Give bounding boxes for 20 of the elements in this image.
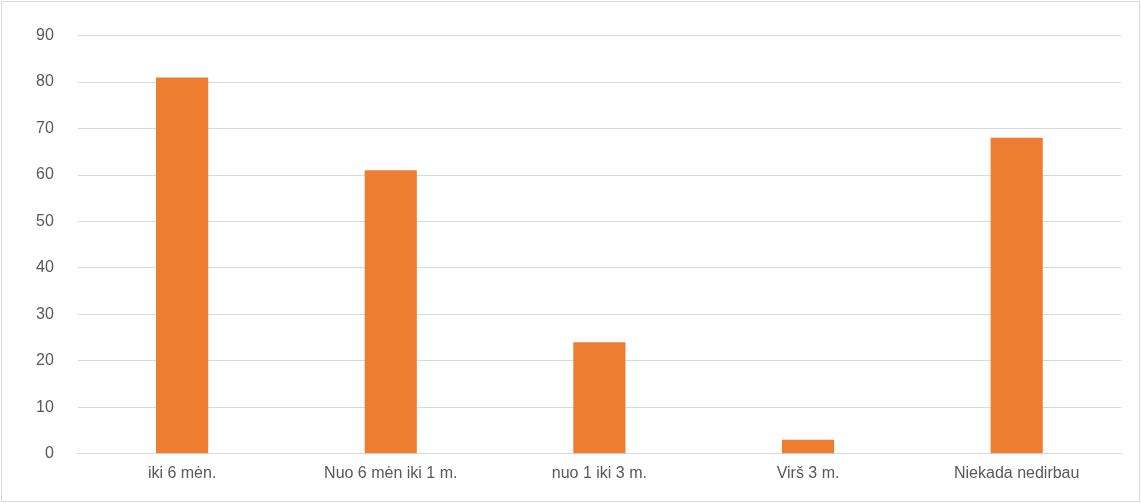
y-tick-label: 80 [36, 72, 54, 90]
y-tick-label: 60 [36, 165, 54, 183]
x-tick-label: Virš 3 m. [776, 463, 840, 481]
y-tick-label: 0 [44, 444, 54, 462]
x-tick-label: Nuo 6 mėn iki 1 m. [324, 463, 458, 481]
y-tick-label: 70 [36, 118, 54, 136]
y-tick-label: 90 [36, 26, 54, 44]
x-tick-label: iki 6 mėn. [147, 463, 217, 481]
x-tick-label: Niekada nedirbau [953, 463, 1080, 481]
bar [364, 170, 417, 454]
bar [990, 137, 1043, 454]
y-tick-label: 30 [36, 304, 54, 322]
y-tick-label: 10 [36, 397, 54, 415]
y-tick-label: 40 [36, 258, 54, 276]
bar [781, 439, 835, 454]
bar [156, 77, 209, 454]
bar [573, 342, 626, 454]
y-tick-label: 50 [36, 211, 54, 229]
x-tick-label: nuo 1 iki 3 m. [551, 463, 647, 481]
y-tick-label: 20 [36, 351, 54, 369]
